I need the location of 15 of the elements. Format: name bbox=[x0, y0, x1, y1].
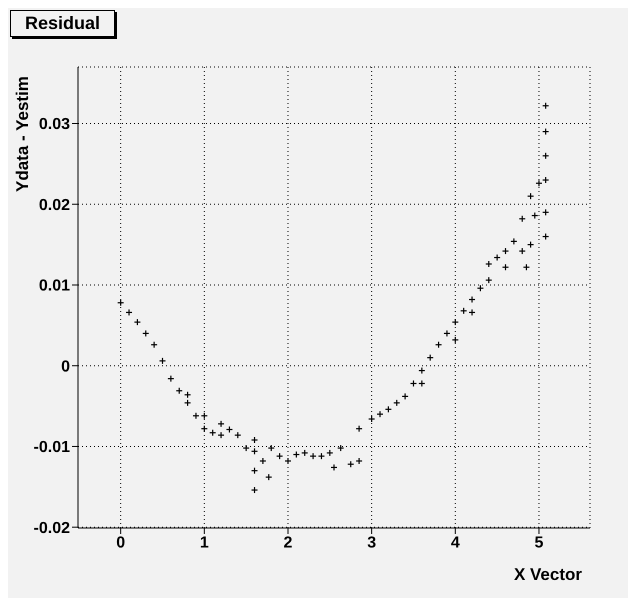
x-tick-label: 0 bbox=[116, 534, 126, 552]
x-tick-label: 1 bbox=[200, 534, 209, 552]
y-axis-title: Ydata - Yestim bbox=[13, 76, 32, 192]
x-tick-label: 2 bbox=[284, 534, 293, 552]
x-tick-label: 3 bbox=[367, 534, 376, 552]
y-tick-label: -0.02 bbox=[34, 520, 70, 537]
y-tick-label: 0.03 bbox=[38, 116, 70, 134]
y-tick-label: 0.01 bbox=[38, 278, 70, 295]
y-tick-label: 0 bbox=[61, 358, 70, 376]
x-tick-label: 4 bbox=[450, 534, 460, 552]
y-tick-label: 0.02 bbox=[38, 196, 70, 214]
y-tick-label: -0.01 bbox=[34, 439, 70, 456]
x-axis-title: X Vector bbox=[514, 565, 582, 584]
x-tick-label: 5 bbox=[534, 534, 544, 552]
chart-title: Residual bbox=[10, 10, 116, 37]
